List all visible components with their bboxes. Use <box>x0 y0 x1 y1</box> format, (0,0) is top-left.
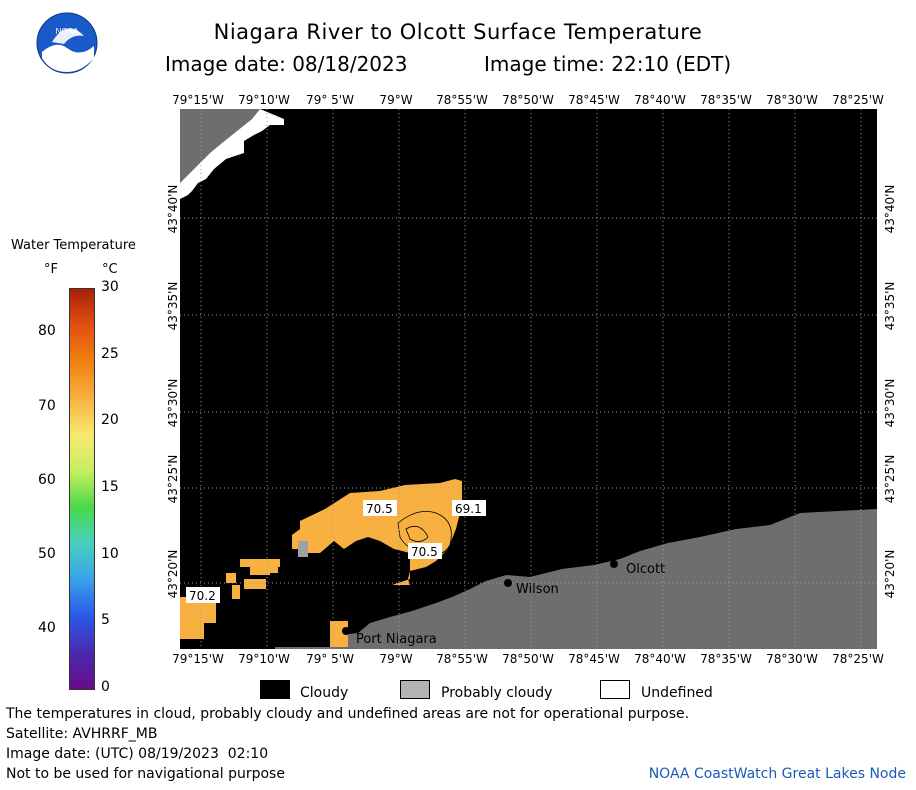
latitude-label-right: 43°25'N <box>883 454 897 504</box>
latitude-label-left: 43°30'N <box>166 378 180 428</box>
disclaimer-text: The temperatures in cloud, probably clou… <box>6 706 690 722</box>
graticule <box>180 109 877 649</box>
legend-swatch-probably-cloudy <box>400 680 430 699</box>
navigation-warning: Not to be used for navigational purpose <box>6 766 285 782</box>
colorbar-c-tick: 5 <box>101 612 110 629</box>
place-label-port-niagara: Port Niagara <box>356 632 437 647</box>
colorbar-title: Water Temperature <box>11 238 136 253</box>
colorbar-c-tick: 25 <box>101 345 119 362</box>
colorbar-c-tick: 30 <box>101 279 119 295</box>
longitude-label-bottom: 78°55'W <box>436 652 488 666</box>
colorbar-f-tick: 40 <box>38 619 56 636</box>
temp-label-2: 69.1 <box>455 502 482 516</box>
longitude-label-bottom: 79°W <box>379 652 413 666</box>
wilson-marker <box>504 579 512 587</box>
colorbar-c-tick: 10 <box>101 545 119 562</box>
longitude-label-bottom: 78°40'W <box>634 652 686 666</box>
land-northwest <box>180 109 260 183</box>
colorbar-f-tick: 70 <box>38 397 56 414</box>
longitude-label-bottom: 79°15'W <box>172 652 224 666</box>
noaa-logo-icon: NOAA <box>36 12 98 74</box>
longitude-label-top: 79°10'W <box>238 93 290 107</box>
legend-label-undefined: Undefined <box>641 685 713 701</box>
noaa-logo: NOAA <box>36 12 98 74</box>
olcott-marker <box>610 560 618 568</box>
undefined-edge <box>180 109 284 199</box>
latitude-label-right: 43°30'N <box>883 378 897 428</box>
longitude-label-bottom: 78°30'W <box>766 652 818 666</box>
longitude-label-top: 79°W <box>379 93 413 107</box>
colorbar-c-tick: 0 <box>101 679 110 695</box>
colorbar-f-tick: 80 <box>38 323 56 340</box>
port-niagara-marker <box>342 627 350 635</box>
map-panel: Wilson Olcott Port Niagara 70.5 69.1 70.… <box>180 109 877 649</box>
latitude-label-right: 43°35'N <box>883 281 897 331</box>
legend-label-probably-cloudy: Probably cloudy <box>441 685 553 701</box>
latitude-label-left: 43°40'N <box>166 184 180 234</box>
probably-cloudy-patch <box>298 541 308 557</box>
colorbar-f-tick: 50 <box>38 545 56 562</box>
legend-label-cloudy: Cloudy <box>300 685 349 701</box>
temp-label-3: 70.5 <box>411 545 438 559</box>
latitude-label-right: 43°40'N <box>883 184 897 234</box>
credit-link[interactable]: NOAA CoastWatch Great Lakes Node <box>648 766 906 782</box>
temperature-labels: 70.5 69.1 70.5 70.2 <box>186 500 486 603</box>
latitude-label-left: 43°20'N <box>166 549 180 599</box>
map-title: Niagara River to Olcott Surface Temperat… <box>213 20 703 44</box>
longitude-label-top: 78°40'W <box>634 93 686 107</box>
longitude-label-bottom: 78°35'W <box>700 652 752 666</box>
place-label-wilson: Wilson <box>516 582 559 597</box>
longitude-label-bottom: 78°50'W <box>502 652 554 666</box>
legend-swatch-undefined <box>600 680 630 699</box>
temp-label-1: 70.5 <box>366 502 393 516</box>
longitude-label-top: 78°35'W <box>700 93 752 107</box>
longitude-label-top: 78°50'W <box>502 93 554 107</box>
longitude-label-top: 78°25'W <box>832 93 884 107</box>
longitude-label-bottom: 79°10'W <box>238 652 290 666</box>
longitude-label-bottom: 78°45'W <box>568 652 620 666</box>
longitude-label-top: 78°55'W <box>436 93 488 107</box>
longitude-label-top: 79° 5'W <box>306 93 354 107</box>
colorbar-c-tick: 20 <box>101 412 119 429</box>
colorbar-unit-f: °F <box>44 262 58 277</box>
place-label-olcott: Olcott <box>626 562 665 577</box>
longitude-label-top: 78°45'W <box>568 93 620 107</box>
logo-text: NOAA <box>56 27 79 36</box>
latitude-label-right: 43°20'N <box>883 549 897 599</box>
longitude-label-bottom: 79° 5'W <box>306 652 354 666</box>
longitude-label-bottom: 78°25'W <box>832 652 884 666</box>
land-south <box>275 509 877 649</box>
utc-date-text: Image date: (UTC) 08/19/2023 02:10 <box>6 746 269 762</box>
colorbar-f-tick: 60 <box>38 471 56 488</box>
colorbar <box>69 288 95 690</box>
image-date-label: Image date: 08/18/2023 <box>165 52 408 76</box>
legend-swatch-cloudy <box>260 680 290 699</box>
latitude-label-left: 43°35'N <box>166 281 180 331</box>
latitude-label-left: 43°25'N <box>166 454 180 504</box>
colorbar-unit-c: °C <box>102 262 118 277</box>
colorbar-c-tick: 15 <box>101 479 119 495</box>
satellite-text: Satellite: AVHRRF_MB <box>6 726 158 742</box>
temp-label-4: 70.2 <box>189 589 216 603</box>
longitude-label-top: 79°15'W <box>172 93 224 107</box>
longitude-label-top: 78°30'W <box>766 93 818 107</box>
image-time-label: Image time: 22:10 (EDT) <box>484 52 732 76</box>
